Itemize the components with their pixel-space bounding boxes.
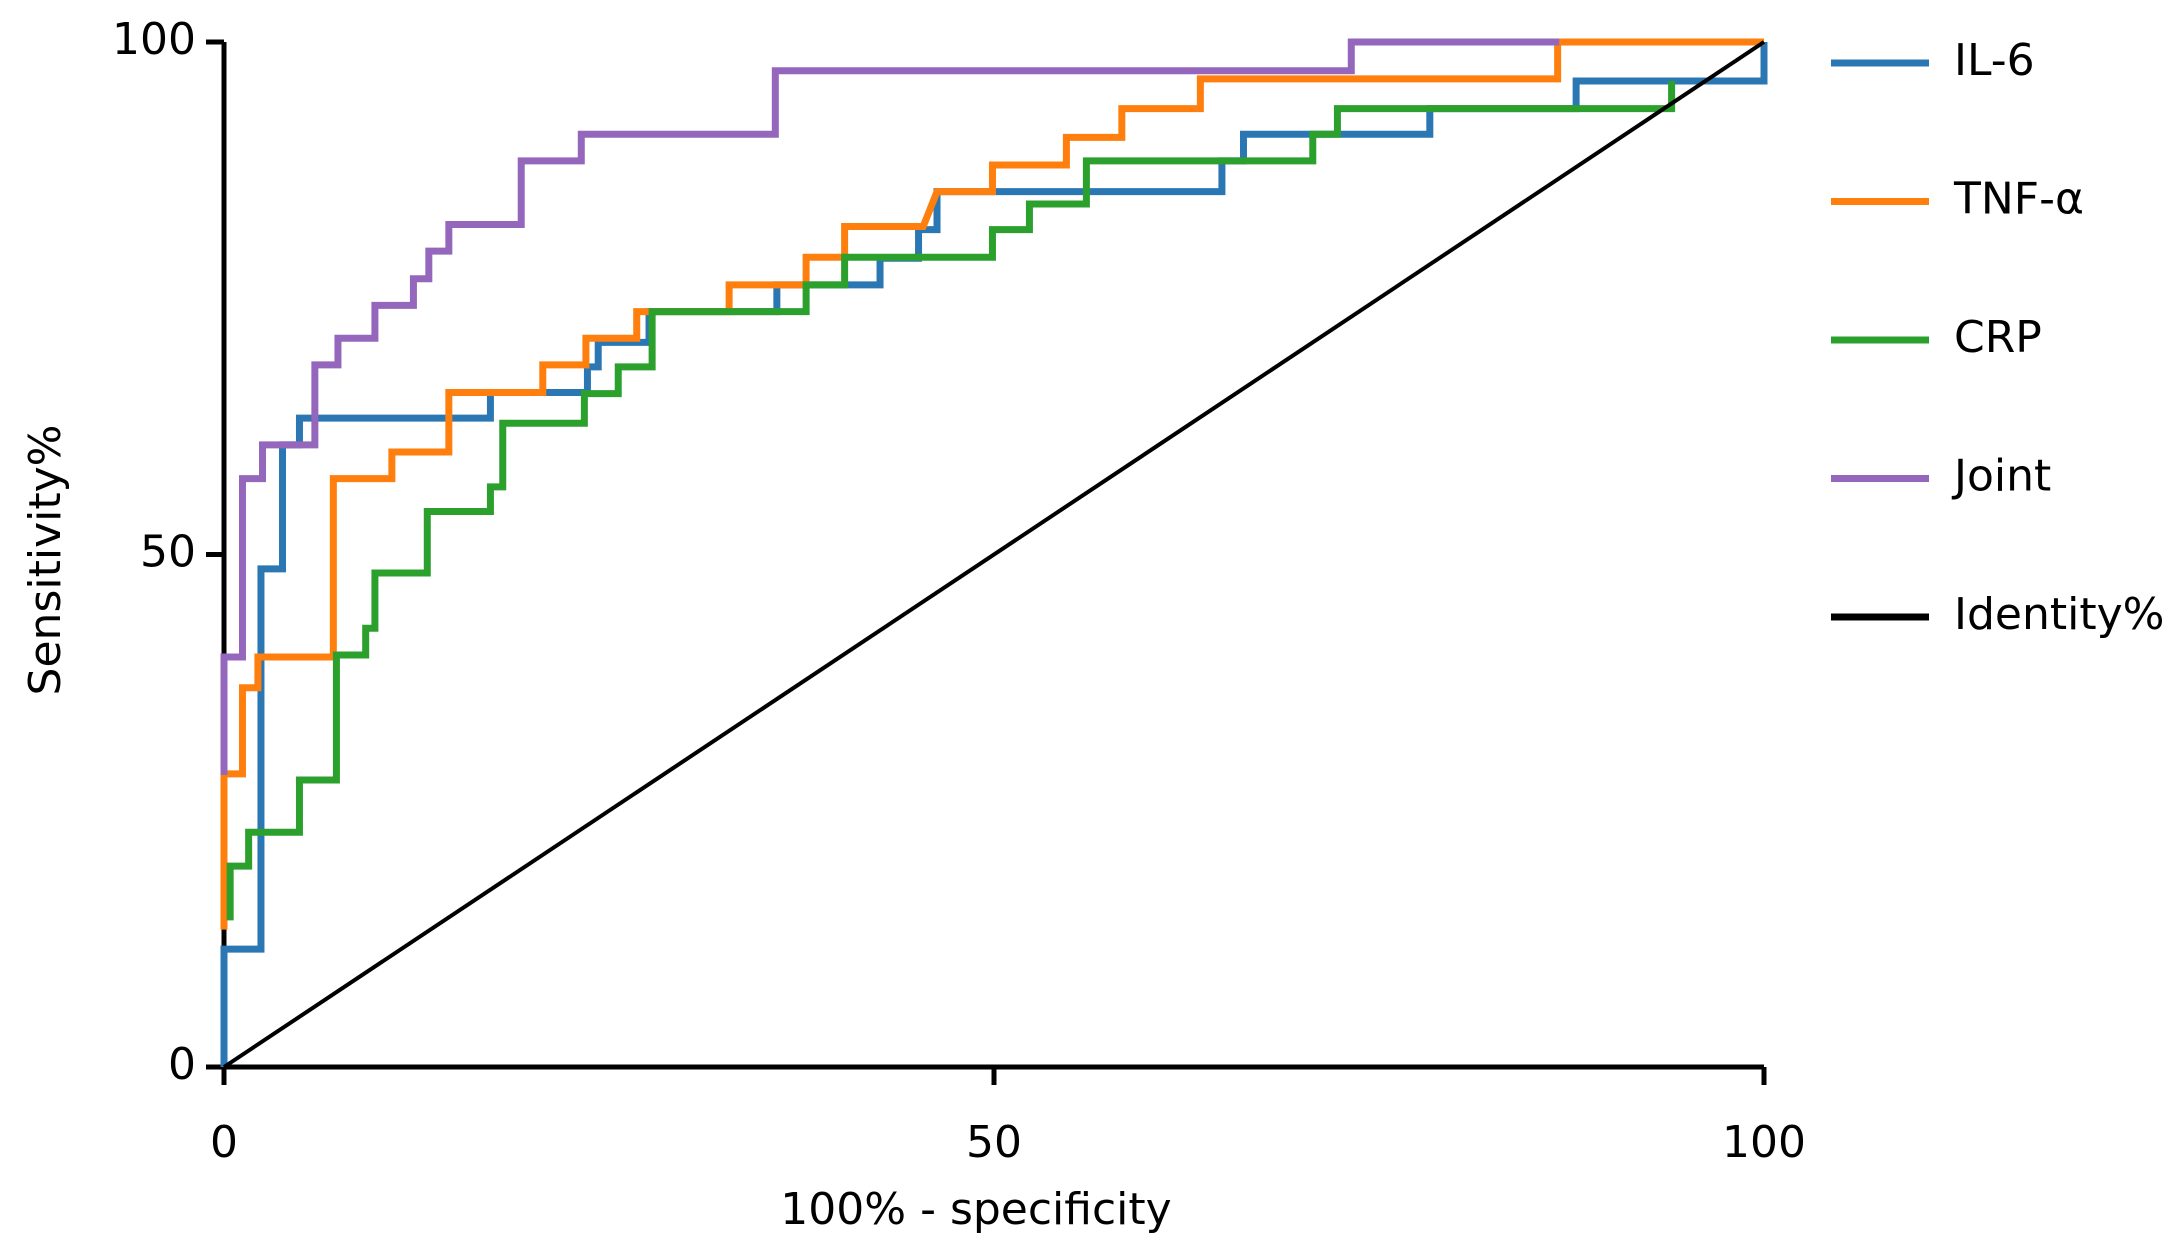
- y-tick-label: 0: [168, 1039, 196, 1090]
- legend-label: Identity%: [1954, 589, 2164, 640]
- legend-label: TNF-α: [1953, 174, 2084, 225]
- x-tick-label: 0: [210, 1117, 238, 1168]
- y-tick-label: 100: [112, 14, 196, 65]
- series-line: [226, 80, 1676, 921]
- x-tick-label: 100: [1722, 1117, 1806, 1168]
- legend-label: Joint: [1951, 451, 2051, 502]
- series-line: [220, 38, 1560, 775]
- x-axis-label: 100% - specificity: [780, 1184, 1171, 1235]
- y-tick-label: 50: [140, 527, 196, 578]
- series-line: [220, 38, 1764, 930]
- x-tick-label: 50: [966, 1117, 1022, 1168]
- series-line: [222, 40, 1766, 1069]
- legend-label: CRP: [1954, 312, 2042, 363]
- legend-label: IL-6: [1954, 35, 2035, 86]
- y-axis-label: Sensitivity%: [20, 425, 71, 696]
